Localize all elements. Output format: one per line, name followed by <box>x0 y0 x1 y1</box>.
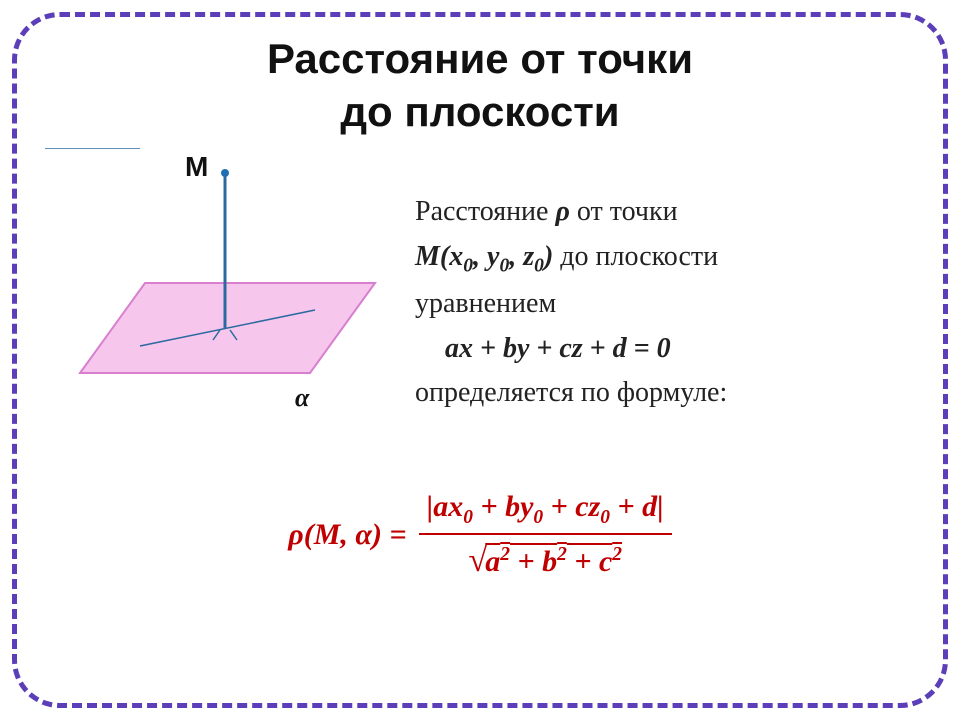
term-by: + by <box>473 490 533 523</box>
point-m-coords: M(x0, y0, z0) <box>415 241 560 272</box>
coord-y: y <box>487 241 499 272</box>
plane-alpha-label: α <box>295 383 310 412</box>
point-m <box>221 169 229 177</box>
symbol-rho: ρ <box>555 196 569 227</box>
desc-line-2: M(x0, y0, z0) до плоскости <box>415 235 915 282</box>
b2-base: + b <box>510 545 557 578</box>
txt-defined-by: определяется по формуле: <box>415 371 915 416</box>
sub-z0: 0 <box>534 255 544 276</box>
plane-equation: ax + by + cz + d = 0 <box>445 327 915 372</box>
a2-base: a <box>485 545 500 578</box>
content-row: M α Расстояние ρ от точки M(x0, y0, z0) … <box>45 148 915 458</box>
formula-area: ρ(M, α) = |ax0 + by0 + cz0 + d| √a2 + b2… <box>45 488 915 582</box>
title-line-2: до плоскости <box>340 88 619 135</box>
txt-distance: Расстояние <box>415 196 555 227</box>
c2-base: + c <box>567 545 612 578</box>
term-cz: + cz <box>543 490 600 523</box>
numerator: |ax0 + by0 + cz0 + d| <box>419 488 672 533</box>
denominator: √a2 + b2 + c2 <box>460 535 630 582</box>
sub-by0: 0 <box>533 507 543 528</box>
diagram: M α <box>45 148 405 458</box>
slide-title: Расстояние от точки до плоскости <box>45 33 915 138</box>
lhs: ρ(M, α) = <box>288 518 406 552</box>
term-ax: ax <box>433 490 463 523</box>
coord-z: z <box>523 241 534 272</box>
m-open: M( <box>415 241 449 272</box>
sub-x0: 0 <box>463 255 473 276</box>
coord-x: x <box>449 241 463 272</box>
desc-line-1: Расстояние ρ от точки <box>415 190 915 235</box>
f-rho: ρ <box>288 518 303 551</box>
fraction: |ax0 + by0 + cz0 + d| √a2 + b2 + c2 <box>419 488 672 582</box>
diagram-svg: M α <box>45 148 405 448</box>
f-close-eq: ) = <box>372 518 407 551</box>
m-close: ) <box>544 241 553 272</box>
c2-exp: 2 <box>612 544 622 565</box>
f-open: ( <box>304 518 314 551</box>
slide-frame: Расстояние от точки до плоскости M α Рас… <box>12 12 948 708</box>
b2-exp: 2 <box>557 544 567 565</box>
a2-exp: 2 <box>500 544 510 565</box>
abs-close: | <box>657 490 664 523</box>
txt-to-plane: до плоскости <box>560 241 718 272</box>
description: Расстояние ρ от точки M(x0, y0, z0) до п… <box>415 148 915 416</box>
f-comma: , <box>340 518 355 551</box>
f-alpha: α <box>355 518 372 551</box>
comma2: , <box>509 241 523 272</box>
sub-y0: 0 <box>499 255 509 276</box>
txt-by-equation: уравнением <box>415 282 915 327</box>
distance-formula: ρ(M, α) = |ax0 + by0 + cz0 + d| √a2 + b2… <box>288 488 671 582</box>
sub-cz0: 0 <box>600 507 610 528</box>
point-m-label: M <box>185 151 208 182</box>
comma1: , <box>473 241 487 272</box>
txt-from-point: от точки <box>577 196 678 227</box>
term-d: + d <box>610 490 657 523</box>
f-m: M <box>314 518 341 551</box>
radicand: a2 + b2 + c2 <box>485 542 622 579</box>
title-line-1: Расстояние от точки <box>267 35 693 82</box>
sub-ax0: 0 <box>463 507 473 528</box>
